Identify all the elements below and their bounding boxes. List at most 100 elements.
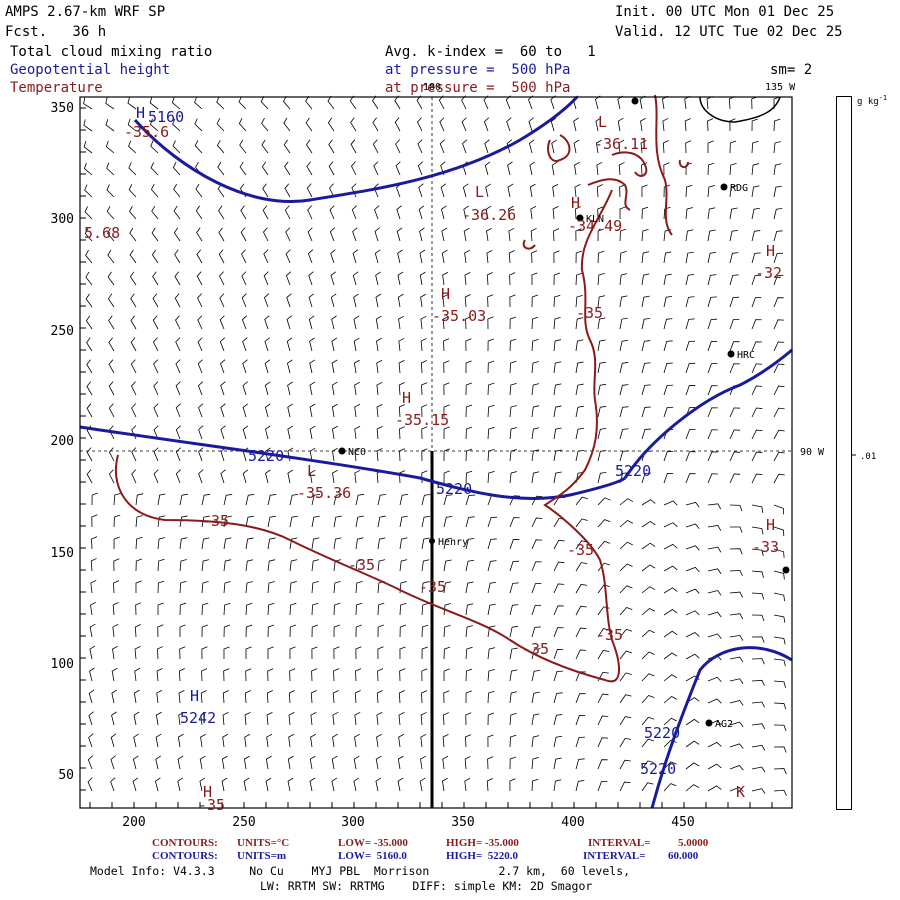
wind-barb [260, 96, 269, 110]
wind-barb [177, 755, 184, 770]
wind-barb [135, 536, 143, 550]
wind-barb [464, 294, 471, 308]
wind-barb [245, 494, 255, 506]
wind-barb [773, 658, 786, 667]
wind-barb [332, 447, 338, 462]
wind-barb [331, 403, 338, 418]
wind-barb [397, 249, 403, 264]
wind-barb [354, 447, 361, 462]
temperature-contour-east [654, 94, 673, 236]
wind-barb [418, 183, 424, 198]
wind-barb [197, 293, 203, 308]
extremum-marker: H [441, 285, 450, 303]
wind-barb [355, 493, 365, 506]
wind-barb [417, 139, 423, 154]
wind-barb [597, 715, 609, 726]
wind-barb [707, 207, 716, 220]
wind-barb [575, 339, 584, 352]
wind-barb [685, 610, 700, 616]
wind-barb [575, 715, 586, 726]
wind-barb [377, 668, 384, 682]
wind-barb [685, 545, 700, 551]
wind-barb [107, 249, 115, 264]
temp-label: 5.68 [84, 224, 120, 242]
wind-barb [421, 404, 428, 418]
wind-barb [663, 450, 674, 462]
wind-barb [287, 381, 293, 396]
wind-barb [395, 139, 401, 154]
wind-barb [640, 117, 646, 132]
wind-barb [331, 381, 338, 396]
wind-barb [376, 711, 383, 726]
wind-barb [663, 162, 670, 176]
wind-barb [509, 756, 516, 770]
wind-barb [619, 184, 626, 198]
colorbar [836, 96, 852, 810]
wind-barb [332, 733, 339, 748]
wind-barb [461, 95, 467, 110]
wind-barb [464, 271, 471, 286]
wind-barb [330, 293, 337, 308]
wind-barb [198, 447, 204, 462]
wind-barb [333, 646, 340, 660]
wind-barb [597, 450, 607, 462]
wind-barb [663, 587, 678, 594]
wind-barb [173, 205, 181, 220]
wind-barb [487, 360, 495, 374]
wind-barb [531, 757, 539, 770]
wind-barb [553, 670, 564, 682]
station-dot [338, 447, 346, 455]
wind-barb [509, 560, 520, 572]
wind-barb [222, 712, 229, 726]
wind-barb [685, 718, 700, 726]
wind-barb [443, 537, 452, 550]
wind-barb [106, 162, 115, 176]
extremum-marker: H [766, 516, 775, 534]
wind-barb [663, 761, 677, 770]
wind-barb [663, 295, 673, 308]
wind-barb [284, 205, 291, 220]
wind-barb [685, 140, 692, 154]
wind-barb [197, 337, 203, 352]
wind-barb [531, 294, 539, 308]
wind-barb [465, 494, 475, 506]
wind-barb [113, 536, 120, 550]
axis-ticks [80, 107, 773, 808]
wind-barb [751, 548, 764, 557]
wind-barb [751, 701, 765, 708]
wind-barb [509, 405, 517, 418]
wind-barb [553, 583, 565, 594]
wind-barb [619, 585, 633, 594]
wind-barb [267, 624, 275, 638]
extremum-marker: L [307, 462, 316, 480]
wind-barb [685, 340, 696, 352]
wind-barb [201, 559, 210, 572]
temp-label: -33 [752, 538, 779, 556]
wind-barb [242, 425, 249, 440]
wind-barb [286, 337, 293, 352]
valid-time: Valid. 12 UTC Tue 02 Dec 25 [615, 24, 843, 40]
wind-barb [442, 293, 449, 308]
wind-barb [531, 405, 540, 418]
wind-barb [354, 690, 361, 704]
wind-barb [463, 205, 470, 220]
wind-barb [245, 668, 252, 682]
wind-barb [663, 522, 678, 528]
wind-barb [151, 249, 159, 264]
wind-barb [113, 514, 121, 528]
wind-barb [465, 360, 472, 374]
wind-barb [641, 340, 651, 352]
wind-barb [641, 586, 656, 594]
height-contours [79, 95, 793, 809]
wind-barb [398, 404, 405, 418]
wind-barb [107, 271, 115, 286]
wind-barb [330, 271, 337, 286]
station-dot [429, 538, 435, 544]
temperature-contour-minus35 [114, 189, 620, 683]
wind-barb [149, 118, 159, 132]
wind-barb [396, 205, 402, 220]
x-tick-label: 300 [341, 815, 364, 830]
wind-barb [201, 602, 209, 616]
wind-barb [201, 624, 208, 638]
wind-barb [707, 611, 722, 618]
